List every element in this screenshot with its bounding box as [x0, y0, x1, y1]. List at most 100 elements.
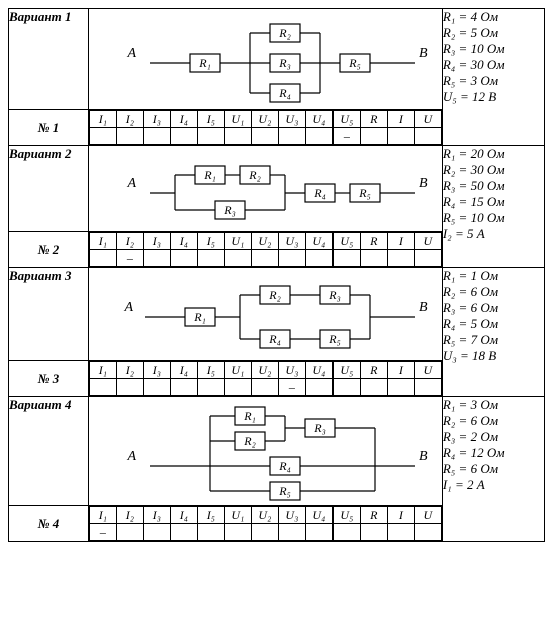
grid-cell: –	[116, 250, 143, 267]
grid-container: I₁I₂I₃I₄I₅U₁U₂U₃U₄U₅RIU–	[88, 506, 442, 542]
svg-text:R₄: R₄	[269, 332, 282, 346]
row-label: № 4	[9, 506, 89, 542]
grid-header: U₂	[251, 362, 278, 379]
param-line: U₃ = 18 В	[443, 348, 544, 364]
grid-header: I₅	[197, 233, 224, 250]
svg-text:R₅: R₅	[359, 186, 372, 200]
grid-header: R	[360, 507, 387, 524]
grid-cell	[278, 250, 305, 267]
grid-cell	[116, 128, 143, 145]
svg-text:R₃: R₃	[224, 203, 237, 217]
param-line: R₁ = 4 Ом	[443, 9, 544, 25]
svg-text:R₅: R₅	[279, 484, 292, 498]
grid-header: I₄	[170, 507, 197, 524]
svg-text:A: A	[127, 449, 137, 464]
grid-cell	[251, 128, 278, 145]
grid-cell	[197, 379, 224, 396]
grid-header: I	[387, 362, 414, 379]
answer-grid: I₁I₂I₃I₄I₅U₁U₂U₃U₄U₅RIU–	[89, 361, 442, 396]
params-cell: R₁ = 4 ОмR₂ = 5 ОмR₃ = 10 ОмR₄ = 30 ОмR₅…	[442, 9, 544, 146]
param-line: R₂ = 5 Ом	[443, 25, 544, 41]
param-line: R₅ = 7 Ом	[443, 332, 544, 348]
svg-text:R₄: R₄	[279, 459, 292, 473]
grid-header: I₃	[143, 111, 170, 128]
grid-header: I₃	[143, 362, 170, 379]
grid-cell	[143, 524, 170, 541]
svg-text:R₁: R₁	[204, 168, 217, 182]
grid-cell	[387, 524, 414, 541]
grid-header: U₁	[224, 111, 251, 128]
grid-header: U	[414, 507, 441, 524]
answer-grid: I₁I₂I₃I₄I₅U₁U₂U₃U₄U₅RIU–	[89, 110, 442, 145]
grid-header: R	[360, 362, 387, 379]
grid-cell	[333, 379, 361, 396]
grid-header: U₃	[278, 507, 305, 524]
grid-cell	[89, 250, 116, 267]
grid-header: U₁	[224, 507, 251, 524]
grid-cell	[360, 379, 387, 396]
grid-header: I₅	[197, 362, 224, 379]
params-cell: R₁ = 3 ОмR₂ = 6 ОмR₃ = 2 ОмR₄ = 12 ОмR₅ …	[442, 397, 544, 542]
grid-header: I₅	[197, 111, 224, 128]
svg-text:A: A	[127, 46, 137, 61]
svg-text:B: B	[419, 449, 428, 464]
param-line: I₂ = 5 А	[443, 226, 544, 242]
svg-text:R₁: R₁	[199, 56, 212, 70]
grid-header: U₃	[278, 111, 305, 128]
grid-header: I₅	[197, 507, 224, 524]
svg-text:B: B	[419, 300, 428, 315]
grid-cell	[414, 250, 441, 267]
grid-cell	[360, 250, 387, 267]
grid-header: I₁	[89, 111, 116, 128]
circuit-cell: R₁ R₂ R₃ R₄ R₅AB	[88, 397, 442, 506]
grid-cell	[224, 379, 251, 396]
grid-cell	[170, 128, 197, 145]
grid-cell	[89, 379, 116, 396]
grid-header: I	[387, 507, 414, 524]
svg-text:A: A	[124, 300, 134, 315]
param-line: R₃ = 10 Ом	[443, 41, 544, 57]
grid-container: I₁I₂I₃I₄I₅U₁U₂U₃U₄U₅RIU–	[88, 361, 442, 397]
grid-cell	[89, 128, 116, 145]
grid-cell	[197, 250, 224, 267]
grid-header: I₂	[116, 362, 143, 379]
grid-header: U₅	[333, 362, 361, 379]
svg-text:R₄: R₄	[279, 86, 292, 100]
param-line: R₅ = 10 Ом	[443, 210, 544, 226]
grid-header: U₁	[224, 233, 251, 250]
grid-cell	[387, 250, 414, 267]
grid-header: I₄	[170, 362, 197, 379]
param-line: R₂ = 6 Ом	[443, 413, 544, 429]
grid-cell	[278, 524, 305, 541]
grid-cell	[305, 250, 333, 267]
grid-header: U₁	[224, 362, 251, 379]
svg-text:R₂: R₂	[244, 434, 257, 448]
grid-cell	[278, 128, 305, 145]
circuit-diagram: R₁ R₂ R₃ R₄ R₅AB	[95, 9, 435, 109]
grid-cell	[251, 250, 278, 267]
worksheet-table: Вариант 1 R₁ R₂ R₃ R₄ R₅AB R₁ = 4 ОмR₂ =…	[8, 8, 545, 542]
grid-cell	[414, 524, 441, 541]
param-line: R₂ = 6 Ом	[443, 284, 544, 300]
grid-header: I	[387, 233, 414, 250]
grid-header: U₂	[251, 507, 278, 524]
param-line: R₁ = 1 Ом	[443, 268, 544, 284]
param-line: R₂ = 30 Ом	[443, 162, 544, 178]
grid-header: I₁	[89, 362, 116, 379]
grid-header: I₁	[89, 233, 116, 250]
grid-cell	[197, 524, 224, 541]
param-line: R₅ = 6 Ом	[443, 461, 544, 477]
grid-cell	[414, 379, 441, 396]
grid-cell	[305, 128, 333, 145]
grid-cell	[170, 524, 197, 541]
grid-cell	[116, 379, 143, 396]
svg-text:B: B	[419, 176, 428, 191]
grid-header: I	[387, 111, 414, 128]
svg-text:R₂: R₂	[249, 168, 262, 182]
grid-cell: –	[89, 524, 116, 541]
grid-cell	[143, 250, 170, 267]
grid-cell	[333, 250, 361, 267]
grid-cell	[360, 524, 387, 541]
svg-text:A: A	[127, 176, 137, 191]
grid-header: I₂	[116, 233, 143, 250]
